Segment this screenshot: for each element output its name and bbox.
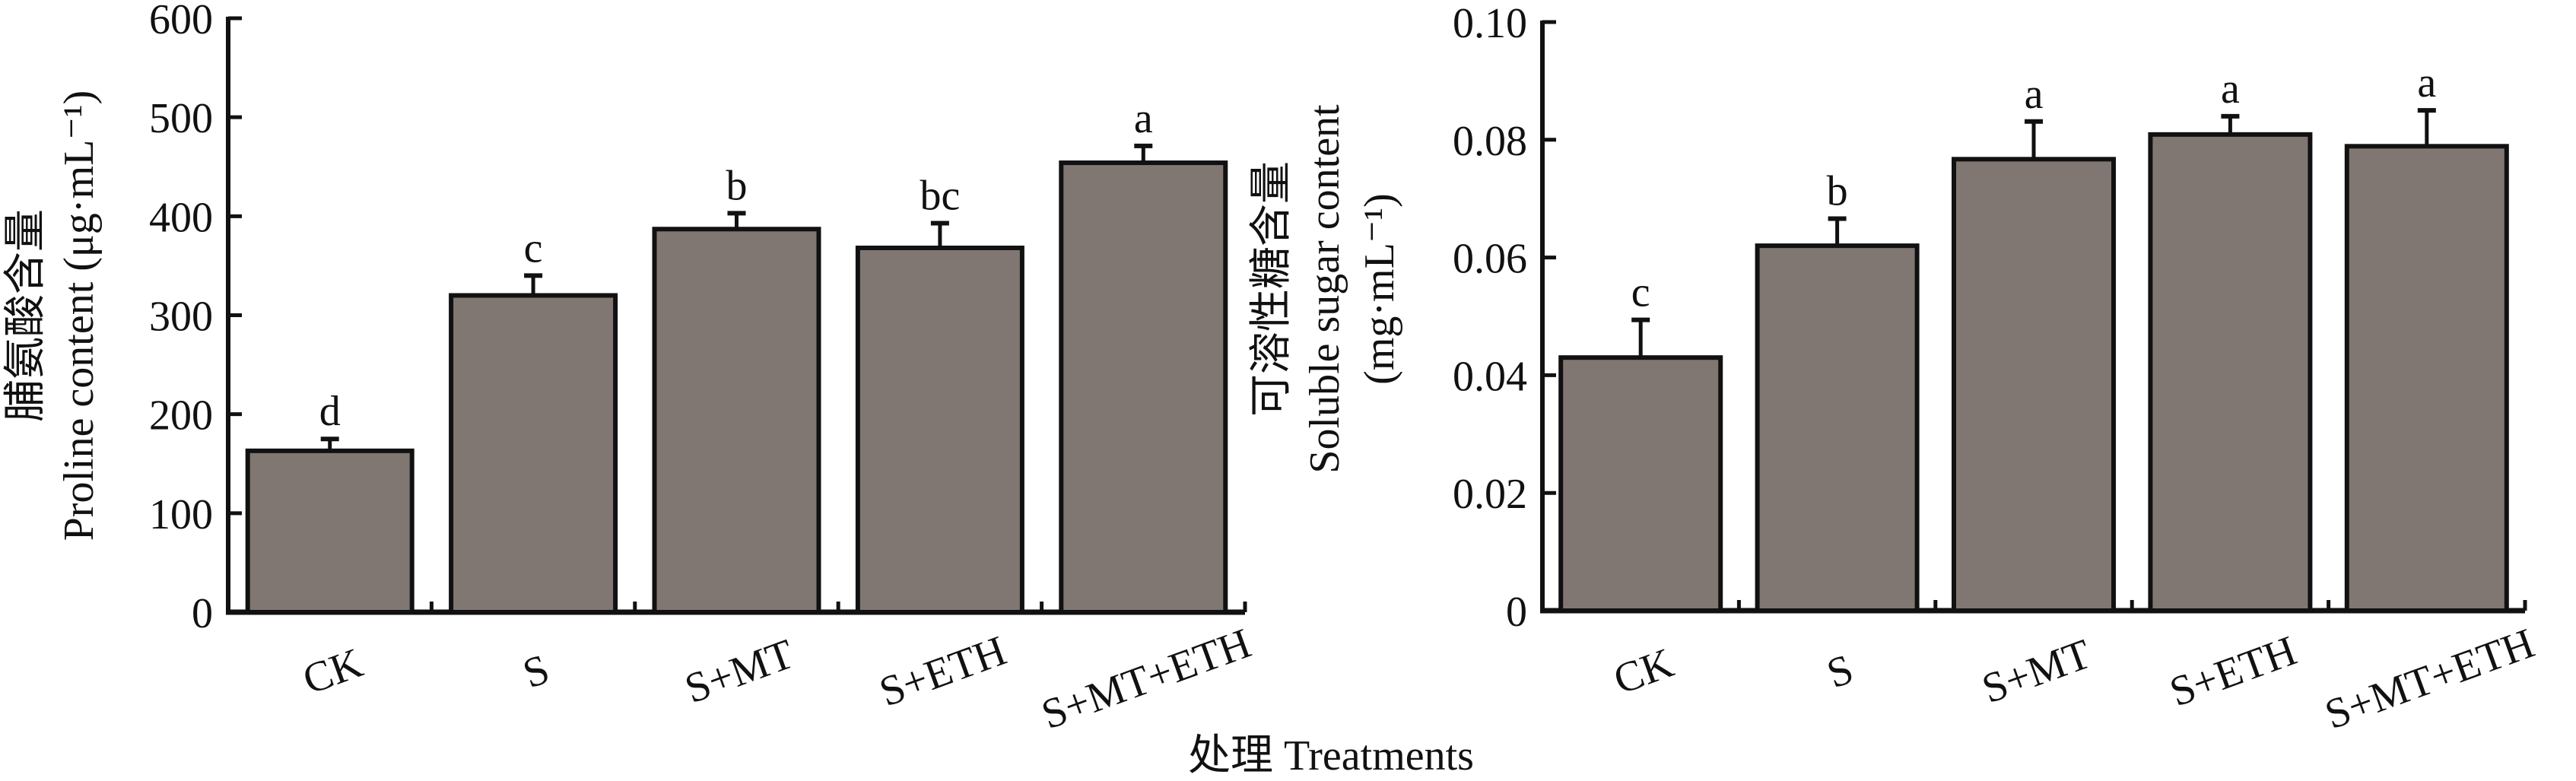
y-tick-label: 600 [149,0,213,43]
bar-s-mt-eth [1059,160,1228,614]
significance-label: a [2417,59,2436,106]
y-tick-label: 0 [192,590,213,637]
x-tick-label: S+ETH [2164,627,2302,716]
significance-label: a [2221,65,2240,113]
bar-s-eth [855,245,1024,614]
y-tick-label: 300 [149,294,213,341]
significance-label: b [1827,168,1848,215]
y-tick-label: 0.08 [1453,118,1527,165]
y-tick-label: 0 [1506,589,1527,636]
y-axis-title-unit: (mg·mL⁻¹) [1356,193,1403,385]
significance-label: b [726,162,748,209]
bar-s-eth [2148,132,2313,614]
significance-label: bc [920,172,960,219]
bar-s-mt [652,227,821,614]
y-axis-title-en: Proline content (μg·mL⁻¹) [56,90,103,541]
bar-ck [245,448,415,614]
x-tick-label: S+MT [679,630,800,713]
significance-label: a [1134,95,1153,142]
significance-label: d [319,388,341,435]
x-tick-label: S+ETH [874,627,1012,716]
y-tick-label: 400 [149,194,213,241]
x-tick-label: CK [1608,640,1679,704]
y-tick-label: 0.06 [1453,236,1527,283]
x-tick-label: S [1821,646,1859,698]
bar-s-mt [1952,157,2116,614]
bar-s [449,293,618,614]
significance-label: c [524,224,543,271]
x-axis-title: 处理 Treatments [1188,732,1474,779]
x-tick-label: S+MT+ETH [2319,620,2540,738]
x-tick-label: S+MT+ETH [1036,620,1257,738]
significance-label: a [2025,71,2044,118]
y-tick-label: 0.02 [1453,471,1527,518]
y-tick-label: 100 [149,491,213,538]
y-tick-label: 0.10 [1453,0,1527,47]
bar-s-mt-eth [2344,144,2509,613]
bar-ck [1558,355,1723,613]
y-tick-label: 0.04 [1453,353,1527,400]
significance-label: c [1631,269,1650,316]
bar-s [1755,243,1920,613]
x-tick-label: S [517,646,555,698]
y-axis-title-en: Soluble sugar content [1301,104,1348,474]
soluble-sugar-chart: 0 0.02 0.04 0.06 0.08 0.10 c CK b Sa S+MT a S+ETH a S+… [1248,0,2540,738]
y-axis-title-cn: 脯氨酸含量 [2,209,49,422]
y-tick-label: 200 [149,392,213,440]
x-tick-label: S+MT [1976,630,2097,713]
proline-chart: 0 100 200 300 400 500 600 d CK c Sb S+MT bc S+ETH a S+M… [2,0,1257,738]
y-tick-label: 500 [149,95,213,142]
y-axis-title-cn: 可溶性糖含量 [1248,161,1295,417]
x-tick-label: CK [297,640,368,704]
